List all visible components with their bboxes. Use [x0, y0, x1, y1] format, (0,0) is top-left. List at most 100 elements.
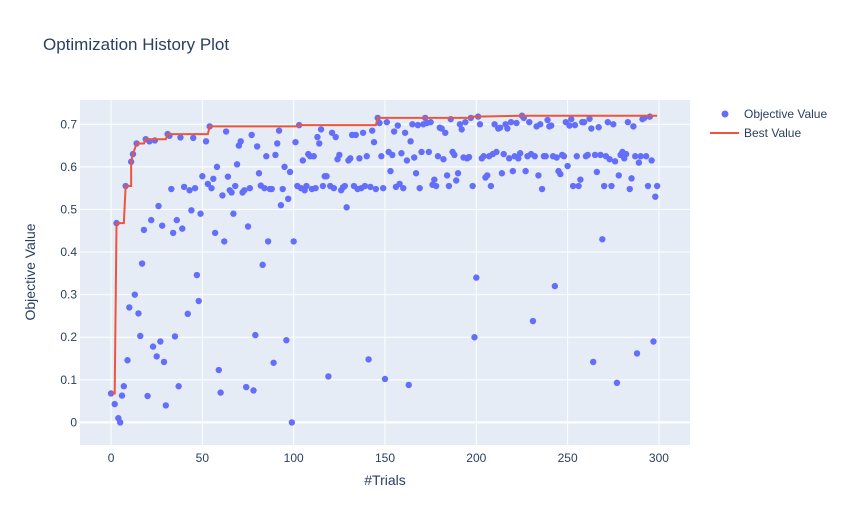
- data-point[interactable]: [650, 338, 657, 345]
- data-point[interactable]: [268, 185, 275, 193]
- data-point[interactable]: [160, 358, 168, 366]
- data-point[interactable]: [261, 184, 268, 192]
- data-point[interactable]: [407, 138, 414, 145]
- data-point[interactable]: [107, 390, 115, 397]
- data-point[interactable]: [332, 133, 339, 141]
- data-point[interactable]: [365, 356, 372, 363]
- data-point[interactable]: [600, 182, 608, 190]
- data-point[interactable]: [642, 153, 650, 160]
- data-point[interactable]: [425, 148, 433, 156]
- data-point[interactable]: [372, 185, 380, 193]
- data-point[interactable]: [544, 116, 551, 124]
- data-point[interactable]: [513, 119, 520, 127]
- data-point[interactable]: [648, 157, 655, 164]
- data-point[interactable]: [593, 168, 601, 176]
- data-point[interactable]: [169, 229, 177, 237]
- data-point[interactable]: [551, 282, 559, 290]
- data-point[interactable]: [199, 173, 206, 180]
- data-point[interactable]: [584, 151, 591, 159]
- data-point[interactable]: [336, 151, 343, 159]
- data-point[interactable]: [328, 129, 336, 136]
- data-point[interactable]: [149, 343, 157, 350]
- data-point[interactable]: [507, 118, 515, 126]
- data-point[interactable]: [135, 310, 142, 317]
- data-point[interactable]: [184, 310, 191, 318]
- data-point[interactable]: [537, 121, 544, 128]
- data-point[interactable]: [522, 167, 529, 175]
- data-point[interactable]: [126, 304, 133, 311]
- data-point[interactable]: [131, 291, 138, 298]
- data-point[interactable]: [195, 297, 202, 305]
- data-point[interactable]: [588, 125, 595, 132]
- data-point[interactable]: [288, 419, 296, 426]
- data-point[interactable]: [586, 115, 593, 122]
- data-point[interactable]: [491, 121, 498, 128]
- data-point[interactable]: [116, 419, 124, 426]
- data-point[interactable]: [144, 392, 151, 400]
- data-point[interactable]: [390, 128, 398, 135]
- data-point[interactable]: [316, 140, 323, 147]
- data-point[interactable]: [628, 175, 635, 182]
- data-point[interactable]: [274, 140, 281, 147]
- data-point[interactable]: [434, 153, 442, 160]
- data-point[interactable]: [476, 121, 484, 128]
- data-point[interactable]: [443, 172, 451, 179]
- data-point[interactable]: [171, 333, 179, 340]
- data-point[interactable]: [367, 183, 374, 191]
- data-point[interactable]: [445, 182, 453, 190]
- data-point[interactable]: [381, 375, 389, 383]
- data-point[interactable]: [222, 128, 230, 135]
- data-point[interactable]: [469, 182, 476, 190]
- data-point[interactable]: [405, 381, 412, 389]
- data-point[interactable]: [493, 148, 500, 156]
- data-point[interactable]: [253, 143, 261, 150]
- data-point[interactable]: [148, 216, 155, 224]
- data-point[interactable]: [286, 168, 294, 176]
- data-point[interactable]: [580, 118, 588, 126]
- data-point[interactable]: [188, 207, 195, 214]
- data-point[interactable]: [564, 162, 571, 170]
- data-point[interactable]: [403, 157, 411, 164]
- data-point[interactable]: [398, 150, 405, 157]
- data-point[interactable]: [473, 274, 480, 281]
- data-point[interactable]: [219, 192, 226, 199]
- data-point[interactable]: [606, 156, 613, 163]
- data-point[interactable]: [414, 121, 422, 129]
- data-point[interactable]: [465, 153, 473, 161]
- data-point[interactable]: [526, 118, 533, 126]
- data-point[interactable]: [431, 176, 438, 183]
- data-point[interactable]: [604, 118, 612, 126]
- data-point[interactable]: [376, 119, 383, 127]
- data-point[interactable]: [451, 151, 458, 159]
- data-point[interactable]: [275, 127, 283, 134]
- data-point[interactable]: [248, 131, 255, 139]
- data-point[interactable]: [330, 184, 338, 192]
- data-point[interactable]: [498, 170, 506, 177]
- data-point[interactable]: [157, 338, 164, 345]
- data-point[interactable]: [383, 118, 391, 126]
- data-point[interactable]: [509, 167, 517, 175]
- data-point[interactable]: [246, 184, 254, 192]
- data-point[interactable]: [462, 118, 469, 126]
- data-point[interactable]: [186, 187, 193, 194]
- data-point[interactable]: [352, 131, 359, 139]
- data-point[interactable]: [120, 383, 128, 390]
- data-point[interactable]: [500, 150, 507, 158]
- data-point[interactable]: [180, 183, 188, 191]
- data-point[interactable]: [568, 115, 575, 123]
- data-point[interactable]: [547, 122, 555, 129]
- legend-item-objective-value[interactable]: Objective Value: [721, 107, 828, 121]
- data-point[interactable]: [343, 204, 350, 211]
- data-point[interactable]: [471, 334, 478, 341]
- data-point[interactable]: [632, 153, 639, 160]
- data-point[interactable]: [124, 357, 131, 364]
- data-point[interactable]: [190, 134, 197, 142]
- data-point[interactable]: [590, 358, 597, 366]
- data-point[interactable]: [516, 150, 524, 157]
- data-point[interactable]: [453, 177, 460, 184]
- data-point[interactable]: [237, 138, 244, 145]
- data-point[interactable]: [359, 129, 367, 136]
- data-point[interactable]: [630, 123, 637, 130]
- data-point[interactable]: [615, 172, 622, 179]
- data-point[interactable]: [595, 124, 602, 131]
